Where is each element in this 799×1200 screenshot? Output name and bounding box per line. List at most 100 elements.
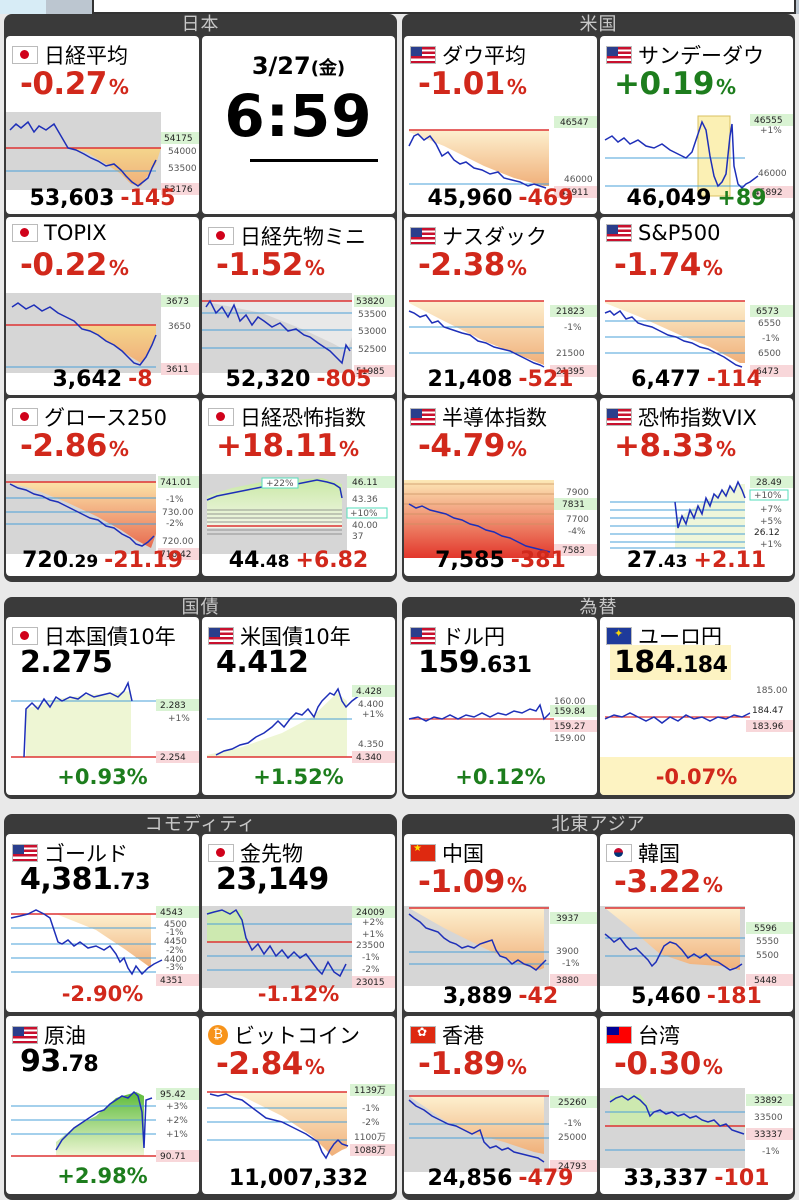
card-title: ダウ平均 — [442, 44, 526, 68]
svg-text:24009: 24009 — [356, 908, 385, 918]
svg-text:741.01: 741.01 — [160, 478, 192, 488]
mini-chart: 7900 7831 7700 -4% 7583 — [404, 480, 597, 558]
card-topix[interactable]: TOPIX -0.22% 3673 3650 3611 3,642 -8 — [6, 217, 199, 395]
svg-text:-1%: -1% — [362, 953, 380, 963]
value-row: 11,007,332 — [228, 1166, 369, 1191]
svg-text:54175: 54175 — [164, 134, 193, 144]
group-title-bonds: 国債 — [181, 597, 220, 618]
svg-text:4.350: 4.350 — [358, 740, 384, 750]
value-row: 720.29 -21.19 — [22, 548, 183, 573]
us-flag-icon — [410, 227, 436, 245]
card-growth250[interactable]: グロース250 -2.86% 741.01 -1% 730.00 -2% 720… — [6, 398, 199, 576]
card-china[interactable]: 中国 -1.09% 3937 3900 -1% 3880 3,889-42 — [404, 834, 597, 1012]
svg-text:716.42: 716.42 — [160, 550, 192, 560]
svg-text:7831: 7831 — [562, 500, 585, 510]
svg-text:53176: 53176 — [164, 185, 193, 195]
svg-text:-1%: -1% — [166, 928, 184, 938]
japan-flag-icon — [208, 844, 234, 862]
eu-flag-icon — [606, 627, 632, 645]
value-row: 27.43 +2.11 — [626, 548, 767, 573]
svg-text:+1%: +1% — [362, 930, 384, 940]
svg-text:-2%: -2% — [166, 519, 184, 529]
card-korea[interactable]: 韓国 -3.22% 5596 5550 5500 5448 5,460 -181 — [600, 834, 793, 1012]
mini-chart: +22% 46.11 43.36 +10% 40.00 37 — [202, 474, 395, 554]
percent-change: -1.09% — [418, 864, 527, 900]
svg-text:25000: 25000 — [558, 1133, 587, 1143]
svg-text:6550: 6550 — [758, 319, 781, 329]
card-title: S&P500 — [638, 221, 721, 245]
percent-change: +18.11% — [216, 428, 359, 464]
card-crude-oil[interactable]: 原油 93.78 95.42 +3% +2% +1% 90.71 +2.98% — [6, 1016, 199, 1194]
card-usdjpy[interactable]: ドル円 159.631 160.00 159.84 159.27 159.00 … — [404, 617, 597, 795]
card-eurjpy[interactable]: ユーロ円 184.184 185.00 184.47 183.96 -0.07% — [600, 617, 793, 795]
svg-text:5550: 5550 — [756, 937, 779, 947]
svg-text:184.47: 184.47 — [752, 706, 784, 716]
card-title: ナスダック — [442, 225, 547, 249]
card-taiwan[interactable]: 台湾 -0.30% 33892 33500 33337 -1% 33,337 -1… — [600, 1016, 793, 1194]
svg-text:5448: 5448 — [754, 976, 777, 986]
svg-text:3937: 3937 — [556, 914, 579, 924]
card-nikkei-futures-mini[interactable]: 日経先物ミニ -1.52% 53820 53500 53000 52500 51… — [202, 217, 395, 395]
time-underline — [250, 159, 378, 162]
svg-text:25260: 25260 — [558, 1098, 587, 1108]
mini-chart: 4.428 4.400 +1% 4.350 4.340 — [207, 685, 395, 763]
card-nikkei-vi[interactable]: 日経恐怖指数 +18.11% +22% 46.11 43.36 +10% 40.… — [202, 398, 395, 576]
card-title: 韓国 — [638, 842, 680, 866]
card-nikkei[interactable]: 日経平均 -0.27% 54175 54000 53500 53176 53,6… — [6, 36, 199, 214]
card-title: 香港 — [442, 1024, 484, 1048]
svg-text:-4%: -4% — [568, 527, 586, 537]
value-row: 24,856 -479 — [427, 1166, 574, 1191]
card-sunday-dow[interactable]: サンデーダウ +0.19% 46555 +1% 46000 45892 46,0… — [600, 36, 793, 214]
svg-text:40.00: 40.00 — [352, 521, 378, 531]
value-row: 7,585 -381 — [435, 548, 566, 573]
mini-chart: 46555 +1% 46000 45892 — [604, 114, 793, 198]
percent-change: -0.27% — [20, 66, 129, 102]
svg-text:53000: 53000 — [358, 327, 387, 337]
card-title: 日経恐怖指数 — [240, 406, 366, 430]
card-nasdaq[interactable]: ナスダック -2.38% 21823 -1% 21500 21395 21,40… — [404, 217, 597, 395]
percent-change: -2.38% — [418, 247, 527, 283]
card-hongkong[interactable]: 香港 -1.89% 25260 -1% 25000 24793 24,856-4… — [404, 1016, 597, 1194]
card-title: 中国 — [442, 842, 484, 866]
price: 184.184 — [610, 645, 732, 680]
svg-text:90.71: 90.71 — [160, 1152, 186, 1162]
svg-text:4.428: 4.428 — [356, 687, 382, 697]
card-vix[interactable]: 恐怖指数VIX +8.33% 28.49 +10% +7% +5% 26.12 … — [600, 398, 793, 576]
svg-text:6573: 6573 — [756, 307, 779, 317]
card-gold[interactable]: ゴールド 4,381.73 4543 4500 -1% 4450 -2% 440… — [6, 834, 199, 1012]
card-dow[interactable]: ダウ平均 -1.01% 46547 46000 45911 45,960 -469 — [404, 36, 597, 214]
card-jgb10y[interactable]: 日本国債10年 2.275 2.283 +1% 2.254 +0.93% — [6, 617, 199, 795]
card-title: 恐怖指数VIX — [638, 406, 757, 430]
percent-change: +0.19% — [614, 66, 736, 102]
mini-chart: 3937 3900 -1% 3880 — [404, 906, 597, 986]
svg-text:52500: 52500 — [358, 345, 387, 355]
price: 4,381.73 — [20, 862, 150, 897]
card-semiconductor[interactable]: 半導体指数 -4.79% 7900 7831 7700 -4% 7583 7,5… — [404, 398, 597, 576]
svg-text:23015: 23015 — [356, 978, 385, 988]
svg-text:-1%: -1% — [562, 959, 580, 969]
card-bitcoin[interactable]: ₿ ビットコイン -2.84% 1139万 -1% -2% 1100万 1088万… — [202, 1016, 395, 1194]
app-logo — [0, 0, 46, 14]
svg-text:53500: 53500 — [358, 310, 387, 320]
value-row: 33,337 -101 — [623, 1166, 770, 1191]
mini-chart: 21823 -1% 21500 21395 — [408, 300, 597, 377]
svg-text:4.400: 4.400 — [358, 700, 384, 710]
group-title-japan: 日本 — [181, 14, 220, 35]
japan-flag-icon — [12, 408, 38, 426]
svg-text:159.84: 159.84 — [554, 707, 586, 717]
svg-text:7700: 7700 — [566, 515, 589, 525]
mini-chart: 160.00 159.84 159.27 159.00 — [408, 697, 597, 744]
percent-change: -1.01% — [418, 66, 527, 102]
value-row: 45,960 -469 — [427, 186, 574, 211]
price: 23,149 — [216, 862, 329, 897]
svg-text:53500: 53500 — [168, 164, 197, 174]
card-ust10y[interactable]: 米国債10年 4.412 4.428 4.400 +1% 4.350 4.340… — [202, 617, 395, 795]
price: 159.631 — [418, 645, 532, 680]
percent-change: -1.12% — [257, 982, 340, 1006]
percent-change: +2.98% — [57, 1164, 148, 1188]
card-sp500[interactable]: S&P500 -1.74% 6573 6550 -1% 6500 6473 6,… — [600, 217, 793, 395]
svg-text:4.340: 4.340 — [356, 753, 382, 763]
card-gold-futures[interactable]: 金先物 23,149 24009 +2% +1% 23500 -1% -2% 2… — [202, 834, 395, 1012]
mini-chart: 54175 54000 53500 53176 — [6, 112, 199, 195]
svg-text:-2%: -2% — [166, 946, 184, 956]
